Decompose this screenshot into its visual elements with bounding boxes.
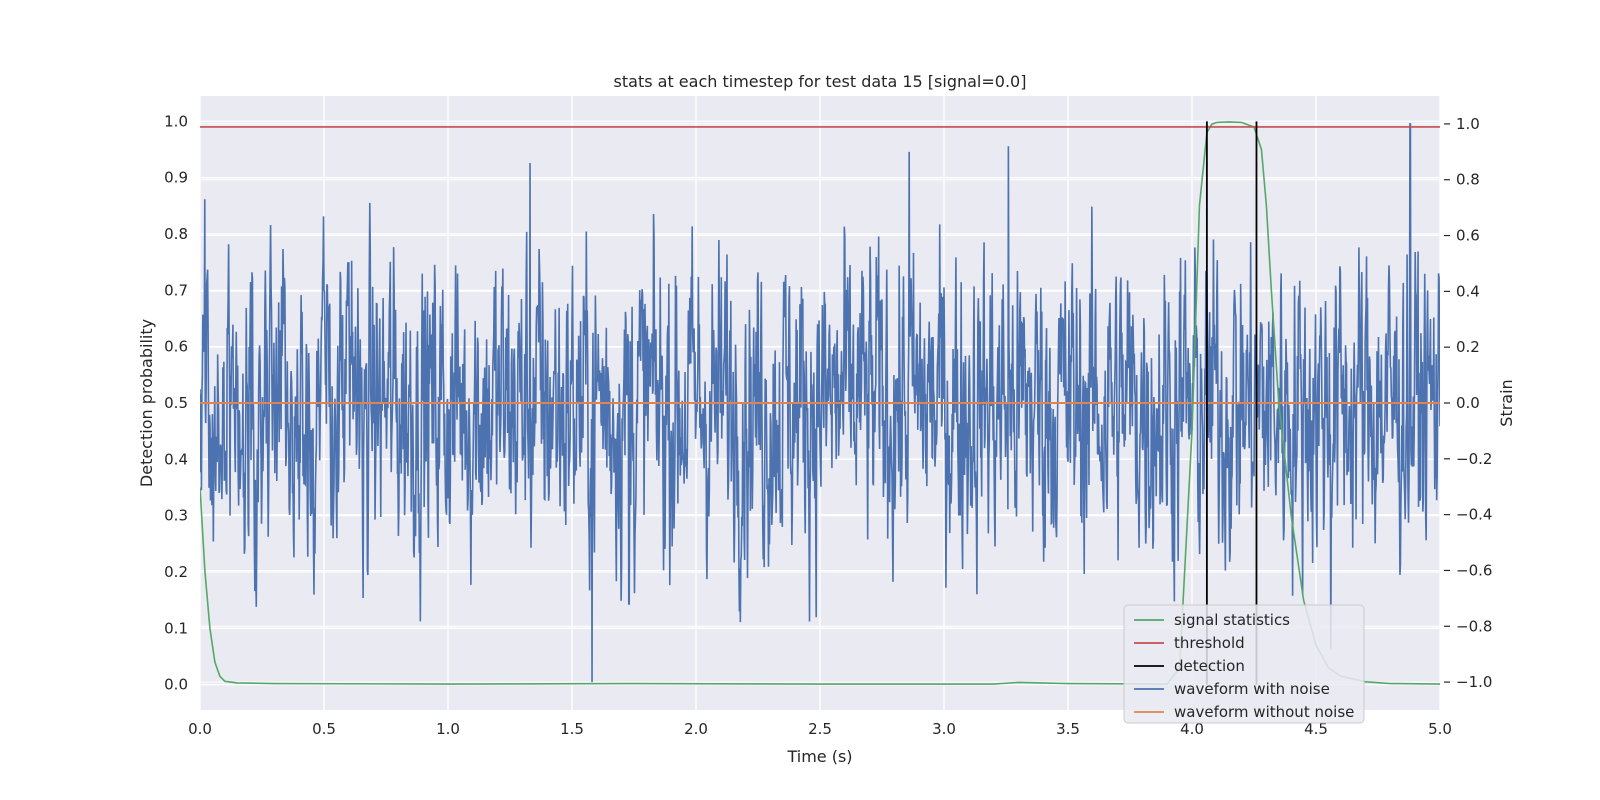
y-left-axis-ticks: 0.0 0.1 0.2 0.3 0.4 0.5 0.6 0.7 0.8 0.9 1.0 <box>164 112 188 693</box>
x-tick-label: 3.0 <box>932 720 956 738</box>
y-left-tick-label: 1.0 <box>164 112 188 130</box>
y-right-tick-label: 0.6 <box>1456 227 1480 245</box>
y-right-tick-label: −0.8 <box>1456 617 1492 635</box>
legend-label: waveform with noise <box>1174 680 1330 698</box>
y-left-tick-label: 0.6 <box>164 338 188 356</box>
x-tick-label: 0.0 <box>188 720 212 738</box>
y-left-tick-label: 0.9 <box>164 169 188 187</box>
x-tick-label: 1.0 <box>436 720 460 738</box>
y-left-tick-label: 0.2 <box>164 563 188 581</box>
x-axis-title: Time (s) <box>786 747 852 766</box>
x-tick-label: 2.0 <box>684 720 708 738</box>
y-left-tick-label: 0.3 <box>164 507 188 525</box>
y-right-tick-label: −1.0 <box>1456 673 1492 691</box>
x-tick-label: 5.0 <box>1428 720 1452 738</box>
waveform-with-noise-line <box>200 123 1440 683</box>
legend-label: waveform without noise <box>1174 703 1354 721</box>
legend-box <box>1123 604 1365 724</box>
y-left-tick-label: 0.0 <box>164 676 188 694</box>
y-left-tick-label: 0.8 <box>164 225 188 243</box>
y-right-tick-label: 0.2 <box>1456 338 1480 356</box>
legend-label: detection <box>1174 657 1245 675</box>
y-left-tick-label: 0.1 <box>164 619 188 637</box>
y-left-tick-label: 0.5 <box>164 394 188 412</box>
x-tick-label: 1.5 <box>560 720 584 738</box>
y-right-tick-label: −0.4 <box>1456 506 1492 524</box>
legend-label: signal statistics <box>1174 611 1290 629</box>
y-right-tick-label: 1.0 <box>1456 115 1480 133</box>
x-tick-label: 0.5 <box>312 720 336 738</box>
y-right-tick-label: 0.0 <box>1456 394 1480 412</box>
y-right-tick-label: 0.4 <box>1456 282 1480 300</box>
chart-title: stats at each timestep for test data 15 … <box>614 72 1027 91</box>
y-left-tick-label: 0.4 <box>164 450 188 468</box>
y-left-tick-label: 0.7 <box>164 281 188 299</box>
x-tick-label: 3.5 <box>1056 720 1080 738</box>
y-right-tick-label: −0.6 <box>1456 561 1492 579</box>
y-right-tick-label: −0.2 <box>1456 450 1492 468</box>
legend: signal statistics threshold detection wavef… <box>1123 604 1365 724</box>
legend-label: threshold <box>1174 634 1245 652</box>
y-left-axis-title: Detection probability <box>137 319 156 487</box>
x-tick-label: 4.0 <box>1180 720 1204 738</box>
x-tick-label: 4.5 <box>1304 720 1328 738</box>
x-tick-label: 2.5 <box>808 720 832 738</box>
y-right-tick-label: 0.8 <box>1456 171 1480 189</box>
x-axis-ticks: 0.0 0.5 1.0 1.5 2.0 2.5 3.0 3.5 4.0 4.5 5.0 <box>188 720 1452 738</box>
y-right-axis-title: Strain <box>1497 379 1516 426</box>
y-right-axis-ticks: 1.0 0.8 0.6 0.4 0.2 0.0 −0.2 −0.4 −0.6 −0.8 −1.0 <box>1444 115 1492 691</box>
